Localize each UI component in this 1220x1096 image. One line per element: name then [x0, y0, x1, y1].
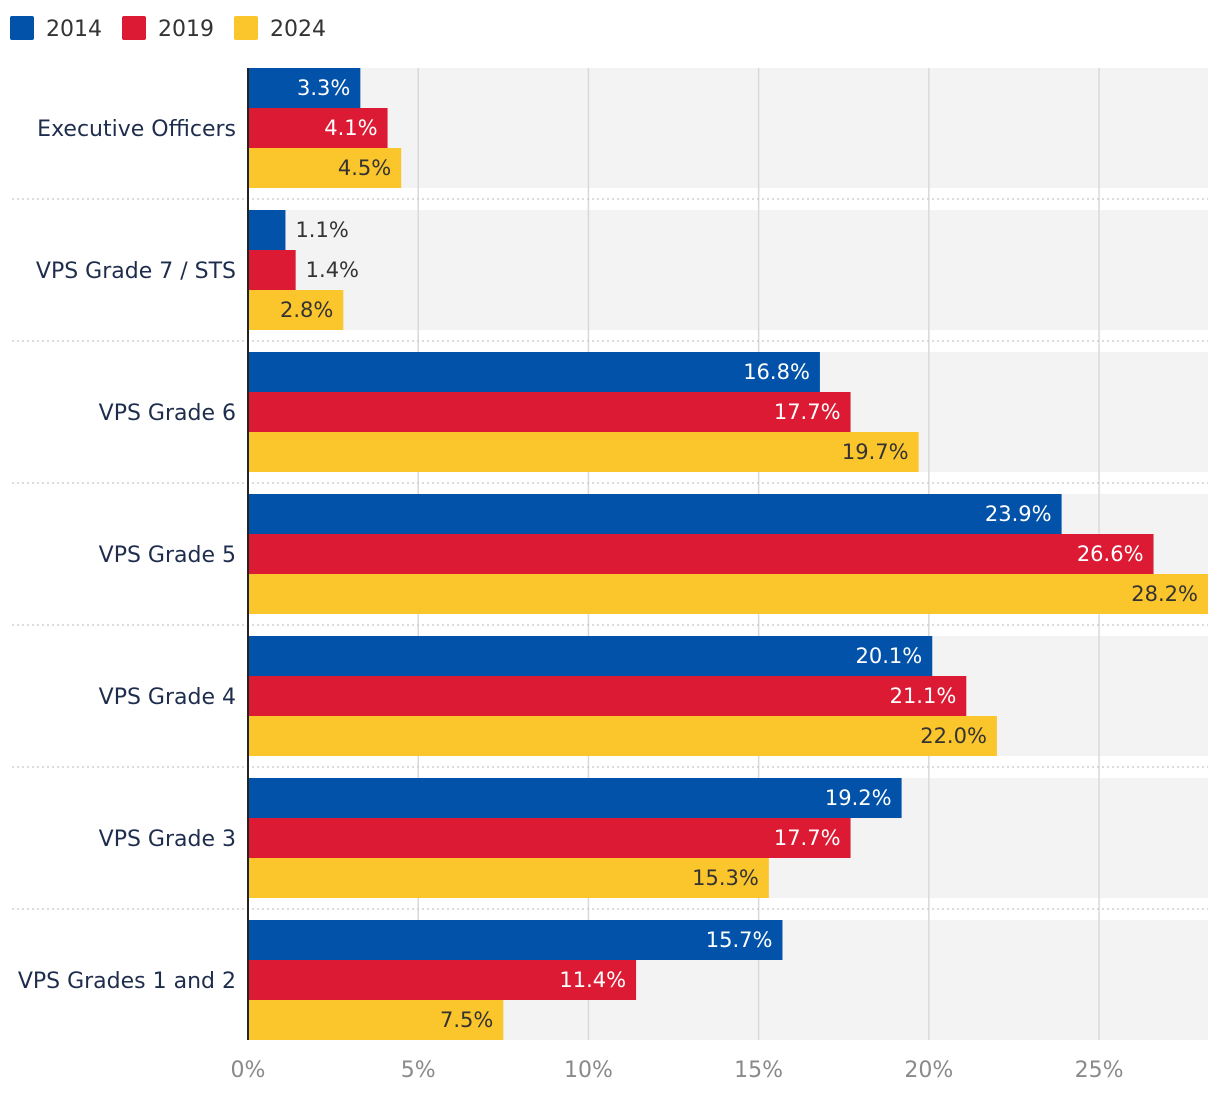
bar-value-label: 19.7%	[842, 440, 909, 464]
bar-2019	[248, 960, 637, 1000]
bar-value-label: 1.4%	[306, 258, 359, 282]
bar-2014	[248, 778, 902, 818]
bar-value-label: 2.8%	[280, 298, 333, 322]
legend-swatch	[122, 16, 146, 40]
bar-value-label: 11.4%	[559, 968, 626, 992]
legend-swatch	[234, 16, 258, 40]
category-label: VPS Grade 6	[99, 401, 236, 426]
category-label: VPS Grades 1 and 2	[18, 969, 236, 994]
bar-value-label: 26.6%	[1077, 542, 1144, 566]
bar-value-label: 17.7%	[774, 400, 841, 424]
bar-2019	[248, 534, 1154, 574]
category-label: VPS Grade 3	[99, 827, 236, 852]
bar-value-label: 16.8%	[743, 360, 810, 384]
bar-2024	[248, 432, 919, 472]
legend-label: 2019	[158, 17, 214, 42]
bar-2014	[248, 636, 933, 676]
bar-2024	[248, 574, 1208, 614]
bar-value-label: 15.7%	[706, 928, 773, 952]
category-label: VPS Grade 5	[99, 543, 236, 568]
bar-2024	[248, 858, 769, 898]
bar-value-label: 23.9%	[985, 502, 1052, 526]
category-band	[248, 210, 1208, 330]
bar-2014	[248, 210, 286, 250]
bar-2014	[248, 920, 783, 960]
bar-2019	[248, 392, 851, 432]
bar-value-label: 22.0%	[920, 724, 987, 748]
bar-2024	[248, 290, 344, 330]
bar-value-label: 15.3%	[692, 866, 759, 890]
bar-value-label: 4.1%	[324, 116, 377, 140]
bar-2019	[248, 250, 296, 290]
category-label: VPS Grade 7 / STS	[36, 259, 236, 284]
legend-label: 2014	[46, 17, 102, 42]
x-tick-label: 20%	[904, 1058, 953, 1083]
bar-value-label: 28.2%	[1131, 582, 1198, 606]
bar-value-label: 1.1%	[295, 218, 348, 242]
x-tick-label: 10%	[564, 1058, 613, 1083]
x-tick-label: 15%	[734, 1058, 783, 1083]
bar-2019	[248, 818, 851, 858]
category-label: Executive Officers	[37, 117, 236, 142]
bar-2019	[248, 108, 388, 148]
bar-2024	[248, 1000, 504, 1040]
bar-2019	[248, 676, 967, 716]
bar-value-label: 7.5%	[440, 1008, 493, 1032]
bar-2014	[248, 494, 1062, 534]
x-tick-label: 25%	[1075, 1058, 1124, 1083]
bar-value-label: 20.1%	[856, 644, 923, 668]
bar-2024	[248, 148, 402, 188]
bar-2024	[248, 716, 997, 756]
bar-value-label: 19.2%	[825, 786, 892, 810]
legend-swatch	[10, 16, 34, 40]
bar-value-label: 3.3%	[297, 76, 350, 100]
category-band	[248, 68, 1208, 188]
x-tick-label: 5%	[401, 1058, 436, 1083]
legend-label: 2024	[270, 17, 326, 42]
category-label: VPS Grade 4	[99, 685, 236, 710]
bar-value-label: 4.5%	[338, 156, 391, 180]
bar-2014	[248, 352, 820, 392]
x-tick-label: 0%	[231, 1058, 266, 1083]
bar-2014	[248, 68, 361, 108]
bar-value-label: 21.1%	[890, 684, 957, 708]
bar-value-label: 17.7%	[774, 826, 841, 850]
